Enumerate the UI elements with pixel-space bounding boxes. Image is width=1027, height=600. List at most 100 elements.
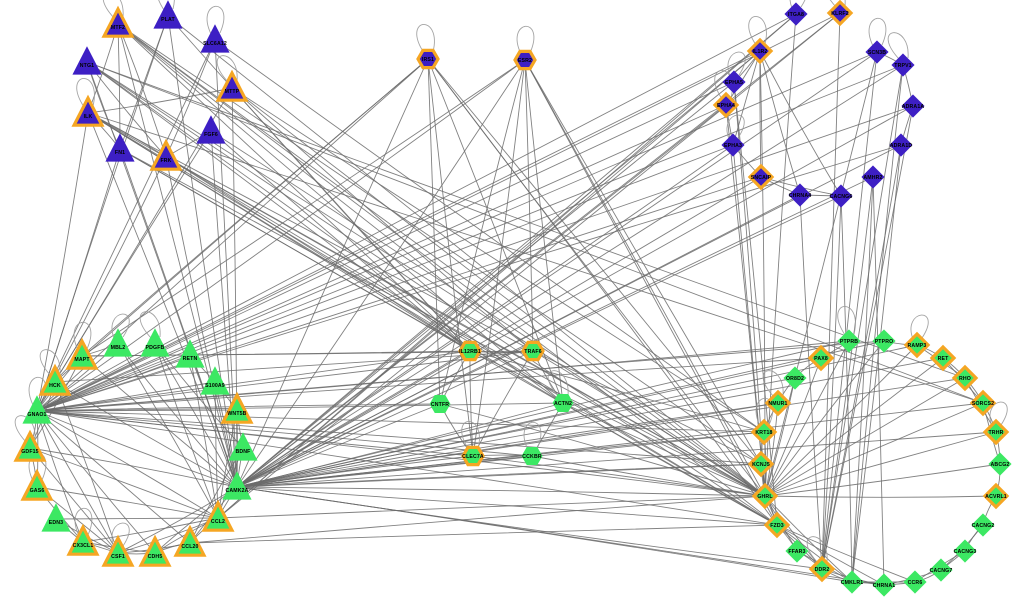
- network-node[interactable]: IL12RB1: [458, 340, 482, 362]
- node-diamond-shape[interactable]: [747, 450, 775, 478]
- node-diamond-shape[interactable]: [721, 133, 745, 157]
- node-diamond-shape[interactable]: [722, 70, 746, 94]
- node-diamond-shape[interactable]: [784, 2, 808, 26]
- node-triangle-shape[interactable]: [153, 0, 183, 29]
- node-diamond-shape[interactable]: [747, 163, 775, 191]
- node-diamond-shape[interactable]: [764, 389, 792, 417]
- network-node[interactable]: MTF2: [101, 5, 135, 38]
- network-node[interactable]: KRT18: [750, 418, 778, 446]
- network-node[interactable]: TRPV1: [891, 53, 915, 77]
- network-node[interactable]: ACVRL1: [982, 482, 1010, 510]
- network-node[interactable]: ABCG2: [988, 452, 1012, 476]
- node-triangle-shape[interactable]: [200, 366, 230, 395]
- node-diamond-shape[interactable]: [872, 329, 896, 353]
- node-diamond-shape[interactable]: [783, 366, 807, 390]
- network-node[interactable]: SCN3B: [865, 40, 889, 64]
- node-diamond-shape[interactable]: [982, 482, 1010, 510]
- node-triangle-shape[interactable]: [65, 337, 99, 370]
- node-triangle-shape[interactable]: [105, 133, 135, 162]
- node-diamond-shape[interactable]: [807, 344, 835, 372]
- node-diamond-shape[interactable]: [865, 40, 889, 64]
- node-diamond-shape[interactable]: [750, 418, 778, 446]
- network-node[interactable]: CNTFR: [429, 394, 451, 414]
- network-node[interactable]: RET: [929, 344, 957, 372]
- node-hexagon-shape[interactable]: [552, 393, 574, 413]
- node-triangle-shape[interactable]: [140, 328, 170, 357]
- node-hexagon-shape[interactable]: [521, 340, 545, 362]
- network-node[interactable]: GAS6: [20, 468, 54, 501]
- network-node[interactable]: CLEC7A: [461, 445, 485, 467]
- network-node[interactable]: CCKBR: [521, 446, 543, 466]
- node-diamond-shape[interactable]: [872, 573, 896, 597]
- node-diamond-shape[interactable]: [840, 570, 864, 594]
- network-node[interactable]: CHRNA4: [788, 183, 812, 207]
- node-triangle-shape[interactable]: [201, 499, 235, 532]
- network-node[interactable]: IL1R2: [746, 37, 774, 65]
- network-node[interactable]: CSF1: [101, 534, 135, 567]
- node-diamond-shape[interactable]: [788, 183, 812, 207]
- network-node[interactable]: ADRA1A: [901, 94, 925, 118]
- node-diamond-shape[interactable]: [763, 511, 791, 539]
- network-node[interactable]: TRAF6: [521, 340, 545, 362]
- node-diamond-shape[interactable]: [808, 555, 836, 583]
- network-node[interactable]: AMHR2: [861, 165, 885, 189]
- node-triangle-shape[interactable]: [101, 5, 135, 38]
- node-hexagon-shape[interactable]: [429, 394, 451, 414]
- network-node[interactable]: IRS1: [416, 48, 440, 70]
- node-triangle-shape[interactable]: [41, 503, 71, 532]
- node-diamond-shape[interactable]: [988, 452, 1012, 476]
- node-triangle-shape[interactable]: [149, 138, 183, 171]
- network-node[interactable]: SLC6A12: [200, 24, 230, 53]
- network-node[interactable]: MAPT: [65, 337, 99, 370]
- node-diamond-shape[interactable]: [837, 329, 861, 353]
- network-node[interactable]: EPHA3: [721, 133, 745, 157]
- node-triangle-shape[interactable]: [215, 69, 249, 102]
- node-hexagon-shape[interactable]: [461, 445, 485, 467]
- node-triangle-shape[interactable]: [101, 534, 135, 567]
- node-triangle-shape[interactable]: [196, 115, 226, 144]
- network-node[interactable]: CACNG3: [953, 539, 977, 563]
- node-diamond-shape[interactable]: [929, 344, 957, 372]
- network-node[interactable]: PTPRO: [872, 329, 896, 353]
- network-node[interactable]: KLRF2: [826, 0, 854, 27]
- node-triangle-shape[interactable]: [175, 339, 205, 368]
- network-node[interactable]: ADRA1D: [889, 133, 913, 157]
- node-diamond-shape[interactable]: [891, 53, 915, 77]
- node-diamond-shape[interactable]: [826, 0, 854, 27]
- node-triangle-shape[interactable]: [222, 471, 252, 500]
- node-triangle-shape[interactable]: [20, 468, 54, 501]
- node-diamond-shape[interactable]: [889, 133, 913, 157]
- node-hexagon-shape[interactable]: [416, 48, 440, 70]
- node-diamond-shape[interactable]: [971, 513, 995, 537]
- node-triangle-shape[interactable]: [173, 524, 207, 557]
- node-triangle-shape[interactable]: [66, 523, 100, 556]
- node-diamond-shape[interactable]: [969, 389, 997, 417]
- node-diamond-shape[interactable]: [712, 91, 740, 119]
- network-node[interactable]: GDF15: [13, 429, 47, 462]
- node-triangle-shape[interactable]: [200, 24, 230, 53]
- node-hexagon-shape[interactable]: [521, 446, 543, 466]
- node-diamond-shape[interactable]: [903, 331, 931, 359]
- node-triangle-shape[interactable]: [103, 328, 133, 357]
- node-diamond-shape[interactable]: [901, 94, 925, 118]
- node-diamond-shape[interactable]: [746, 37, 774, 65]
- network-node[interactable]: NTG1: [72, 46, 102, 75]
- node-hexagon-shape[interactable]: [513, 49, 537, 71]
- network-node[interactable]: PDGFB: [140, 328, 170, 357]
- node-diamond-shape[interactable]: [785, 539, 809, 563]
- node-hexagon-shape[interactable]: [458, 340, 482, 362]
- network-node[interactable]: CCR6: [903, 570, 927, 594]
- node-triangle-shape[interactable]: [13, 429, 47, 462]
- node-triangle-shape[interactable]: [220, 391, 254, 424]
- node-triangle-shape[interactable]: [138, 534, 172, 567]
- node-diamond-shape[interactable]: [953, 539, 977, 563]
- network-node[interactable]: KCNJ5: [747, 450, 775, 478]
- node-triangle-shape[interactable]: [38, 363, 72, 396]
- node-diamond-shape[interactable]: [951, 364, 979, 392]
- network-node[interactable]: CACNG2: [971, 513, 995, 537]
- node-diamond-shape[interactable]: [929, 558, 953, 582]
- node-diamond-shape[interactable]: [751, 482, 779, 510]
- node-diamond-shape[interactable]: [982, 418, 1010, 446]
